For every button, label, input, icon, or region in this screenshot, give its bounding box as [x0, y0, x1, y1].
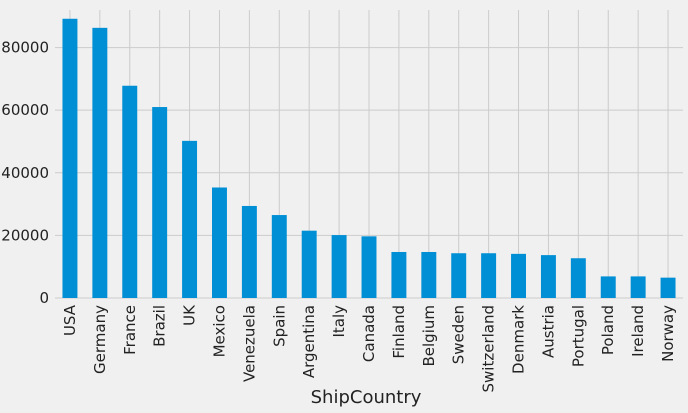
y-tick-label: 60000 [1, 101, 49, 119]
bar-switzerland [481, 253, 497, 298]
x-axis-ticks: USA Germany France Brazil UK Mexico Venezuela S… [61, 304, 677, 393]
bar-ireland [630, 276, 646, 298]
bar-uk [182, 140, 198, 298]
x-tick-label: Finland [390, 305, 408, 359]
bar-belgium [421, 251, 437, 298]
x-tick-label: Mexico [210, 305, 228, 357]
bar-norway [660, 277, 676, 298]
x-tick-label: Poland [599, 305, 617, 355]
x-tick-label: Denmark [510, 305, 528, 374]
x-tick-label: Norway [659, 305, 677, 362]
x-tick-label: Spain [270, 305, 288, 347]
x-tick-label: Ireland [629, 305, 647, 357]
x-tick-label: Brazil [151, 305, 169, 347]
bar-brazil [152, 107, 168, 298]
x-tick-label: Argentina [300, 305, 318, 378]
bar-argentina [301, 230, 317, 298]
x-tick-label: Italy [330, 305, 348, 338]
bar-usa [62, 18, 78, 298]
x-tick-label: Switzerland [480, 305, 498, 393]
bar-mexico [212, 187, 227, 298]
bar-germany [92, 27, 108, 299]
bar-france [122, 85, 138, 298]
x-tick-label: France [121, 305, 139, 355]
x-tick-label: Sweden [450, 305, 468, 364]
x-tick-label: Canada [360, 305, 378, 362]
x-tick-label: USA [61, 304, 79, 336]
x-tick-label: Belgium [420, 305, 438, 367]
bar-canada [361, 236, 377, 298]
x-tick-label: Venezuela [240, 305, 258, 382]
y-tick-label: 0 [39, 289, 49, 307]
bar-poland [600, 276, 616, 298]
bar-portugal [570, 258, 586, 298]
bars [62, 18, 676, 299]
y-tick-label: 20000 [1, 226, 49, 244]
bar-finland [391, 251, 407, 298]
x-tick-label: Germany [91, 305, 109, 374]
y-tick-label: 80000 [1, 39, 49, 57]
y-axis-ticks: 0 20000 40000 60000 80000 [1, 39, 49, 307]
y-tick-label: 40000 [1, 164, 49, 182]
bar-italy [331, 235, 347, 298]
bar-denmark [511, 253, 526, 298]
bar-sweden [451, 253, 467, 298]
bar-venezuela [241, 205, 257, 298]
x-axis-title: ShipCountry [311, 387, 422, 408]
x-tick-label: Portugal [569, 305, 587, 367]
bar-austria [540, 255, 556, 298]
bar-spain [271, 215, 287, 298]
x-tick-label: UK [181, 304, 199, 326]
x-tick-label: Austria [539, 305, 557, 358]
